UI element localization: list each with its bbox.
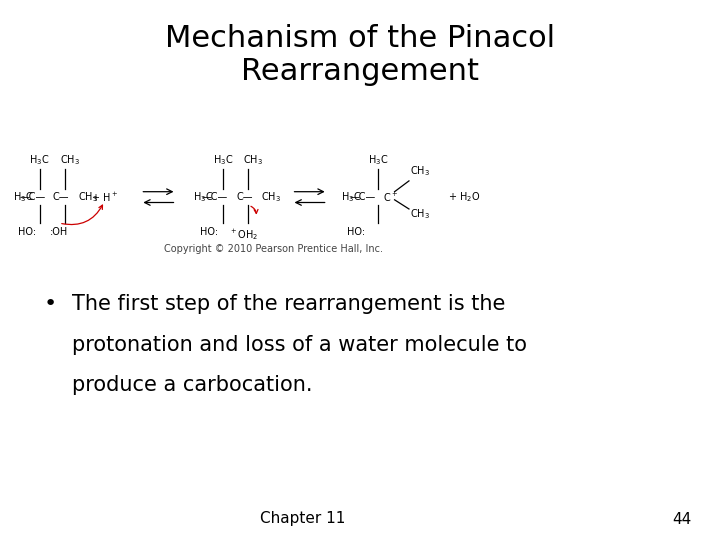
Text: CH$_3$: CH$_3$ <box>410 207 431 221</box>
Text: H$_3$C: H$_3$C <box>30 153 50 167</box>
Text: C—: C— <box>53 192 69 202</box>
Text: $^+$OH$_2$: $^+$OH$_2$ <box>229 227 258 242</box>
Text: H$_3$C: H$_3$C <box>368 153 388 167</box>
Text: CH$_3$: CH$_3$ <box>410 164 431 178</box>
Text: H$_3$C: H$_3$C <box>213 153 233 167</box>
Text: •: • <box>43 294 56 314</box>
Text: —C—: —C— <box>202 192 228 202</box>
Text: H$_3$C: H$_3$C <box>193 190 213 204</box>
Text: C—: C— <box>237 192 253 202</box>
Text: The first step of the rearrangement is the: The first step of the rearrangement is t… <box>72 294 505 314</box>
Text: CH$_3$: CH$_3$ <box>78 190 98 204</box>
FancyArrowPatch shape <box>62 205 102 225</box>
FancyArrowPatch shape <box>251 206 258 213</box>
Text: Chapter 11: Chapter 11 <box>260 511 345 526</box>
Text: Rearrangement: Rearrangement <box>241 57 479 86</box>
Text: CH$_3$: CH$_3$ <box>261 190 281 204</box>
Text: HO:: HO: <box>18 227 37 237</box>
Text: + H$^+$: + H$^+$ <box>91 191 118 204</box>
Text: CH$_3$: CH$_3$ <box>60 153 80 167</box>
Text: H$_3$C: H$_3$C <box>341 190 361 204</box>
Text: —C—: —C— <box>349 192 375 202</box>
Text: —C—: —C— <box>19 192 45 202</box>
Text: H$_3$C: H$_3$C <box>13 190 33 204</box>
Text: HO:: HO: <box>347 227 366 237</box>
Text: :OH: :OH <box>50 227 68 237</box>
Text: produce a carbocation.: produce a carbocation. <box>72 375 312 395</box>
Text: Copyright © 2010 Pearson Prentice Hall, Inc.: Copyright © 2010 Pearson Prentice Hall, … <box>164 245 383 254</box>
Text: CH$_3$: CH$_3$ <box>243 153 264 167</box>
Text: + H$_2$O: + H$_2$O <box>448 190 481 204</box>
Text: C$^+$: C$^+$ <box>384 191 398 204</box>
Text: HO:: HO: <box>199 227 218 237</box>
Text: 44: 44 <box>672 511 691 526</box>
Text: protonation and loss of a water molecule to: protonation and loss of a water molecule… <box>72 335 527 355</box>
Text: Mechanism of the Pinacol: Mechanism of the Pinacol <box>165 24 555 53</box>
